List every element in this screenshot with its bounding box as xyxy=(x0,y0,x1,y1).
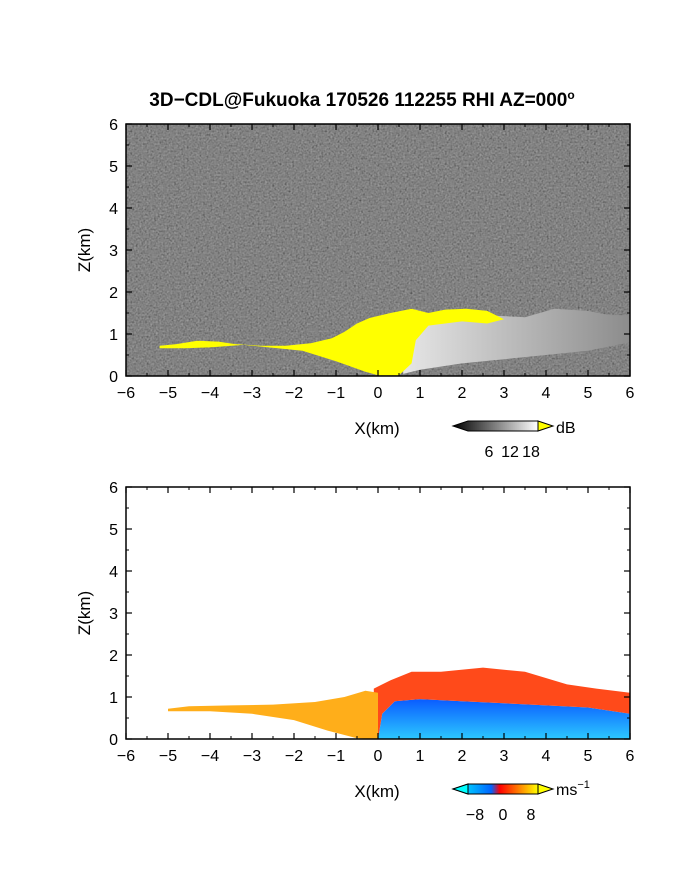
x-tick-label: −3 xyxy=(243,748,261,765)
y-tick-label: 1 xyxy=(109,690,118,707)
colorbar-tick-label: 0 xyxy=(499,807,508,824)
y-axis-label-2: Z(km) xyxy=(75,591,94,635)
y-tick-label: 3 xyxy=(109,606,118,623)
x-tick-label: −6 xyxy=(117,748,135,765)
colorbar-tick-label: 18 xyxy=(522,444,540,461)
x-tick-label: −4 xyxy=(201,385,219,402)
colorbar-tick-label: 6 xyxy=(485,444,494,461)
y-tick-label: 5 xyxy=(109,522,118,539)
reflectivity-regions xyxy=(159,308,630,376)
x-tick-label: 5 xyxy=(584,385,593,402)
axes-2: −6 −5 −4 −3 −2 −1 0 1 2 3 4 5 6 0 1 2 3 4 5 6 xyxy=(109,480,634,765)
x-tick-label: −5 xyxy=(159,385,177,402)
y-tick-label: 2 xyxy=(109,648,118,665)
x-axis-label-1: X(km) xyxy=(354,419,399,438)
x-tick-label: 5 xyxy=(584,748,593,765)
y-tick-label: 0 xyxy=(109,732,118,749)
axes-1: −6 −5 −4 −3 −2 −1 0 1 2 3 4 5 6 0 1 2 3 4 5 6 xyxy=(109,117,634,402)
velocity-regions xyxy=(168,667,630,739)
x-tick-label: −3 xyxy=(243,385,261,402)
y-tick-label: 3 xyxy=(109,243,118,260)
x-tick-label: −5 xyxy=(159,748,177,765)
x-tick-label: −2 xyxy=(285,748,303,765)
chart-title: 3D−CDL@Fukuoka 170526 112255 RHI AZ=000o xyxy=(149,88,574,111)
colorbar-2-unit: ms−1 xyxy=(556,779,590,799)
x-tick-label: −2 xyxy=(285,385,303,402)
y-tick-label: 0 xyxy=(109,369,118,386)
colorbar-tick-label: 8 xyxy=(527,807,536,824)
region-2-3 xyxy=(168,690,378,739)
y-axis-label-1: Z(km) xyxy=(75,228,94,272)
x-axis-label-2: X(km) xyxy=(354,782,399,801)
region-2-1 xyxy=(378,699,630,739)
colorbar-1: dB 6 12 18 xyxy=(451,420,576,461)
x-tick-label: 3 xyxy=(500,748,509,765)
y-tick-label: 4 xyxy=(109,564,118,581)
y-tick-label: 5 xyxy=(109,159,118,176)
y-tick-label: 2 xyxy=(109,285,118,302)
x-tick-label: 4 xyxy=(542,748,551,765)
x-tick-label: 2 xyxy=(458,385,467,402)
x-tick-label: 0 xyxy=(374,748,383,765)
x-tick-label: −4 xyxy=(201,748,219,765)
y-tick-label: 4 xyxy=(109,201,118,218)
x-tick-label: 2 xyxy=(458,748,467,765)
colorbar-1-unit: dB xyxy=(556,420,576,437)
y-tick-label: 6 xyxy=(109,117,118,134)
x-tick-label: 6 xyxy=(626,748,635,765)
x-tick-label: 0 xyxy=(374,385,383,402)
y-tick-label: 1 xyxy=(109,327,118,344)
x-tick-label: −1 xyxy=(327,748,345,765)
region-1-1 xyxy=(159,308,504,376)
velocity-panel: −6 −5 −4 −3 −2 −1 0 1 2 3 4 5 6 0 1 2 3 4 5 6 X(km) Z(km) m… xyxy=(75,480,635,824)
region-2-2 xyxy=(373,667,630,739)
colorbar-2: ms−1 −8 0 8 xyxy=(451,779,590,824)
y-tick-label: 6 xyxy=(109,480,118,497)
region-1-2 xyxy=(403,308,630,374)
x-tick-label: 3 xyxy=(500,385,509,402)
x-tick-label: −1 xyxy=(327,385,345,402)
x-tick-label: 1 xyxy=(416,385,425,402)
x-tick-label: 6 xyxy=(626,385,635,402)
colorbar-tick-label: 12 xyxy=(501,444,519,461)
x-tick-label: 1 xyxy=(416,748,425,765)
x-tick-label: −6 xyxy=(117,385,135,402)
colorbar-tick-label: −8 xyxy=(466,807,484,824)
x-tick-label: 4 xyxy=(542,385,551,402)
